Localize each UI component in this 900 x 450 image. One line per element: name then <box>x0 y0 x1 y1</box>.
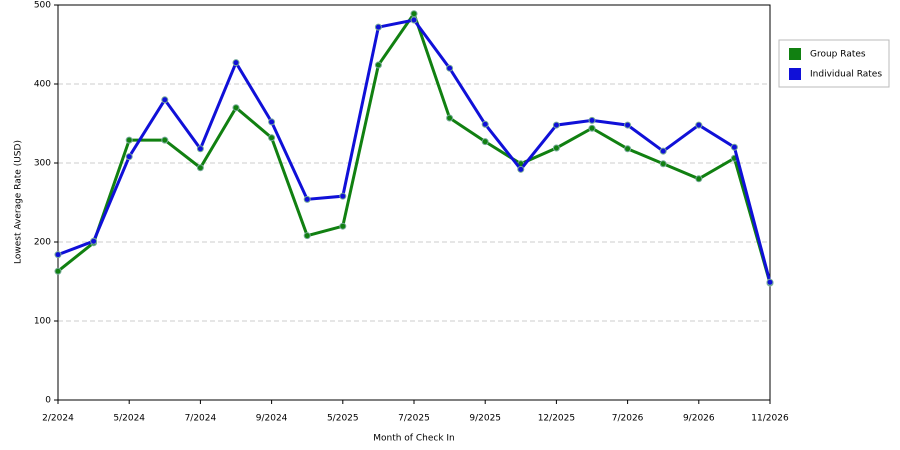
data-point <box>90 237 98 245</box>
legend-swatch <box>789 48 801 60</box>
x-tick-label: 11/2026 <box>751 414 789 424</box>
data-point <box>339 222 347 230</box>
data-point <box>268 134 276 142</box>
data-point <box>161 136 169 144</box>
legend-label: Individual Rates <box>810 70 882 80</box>
data-point <box>303 232 311 240</box>
data-point <box>481 120 489 128</box>
legend-swatch <box>789 68 801 80</box>
y-tick-label: 0 <box>45 396 51 406</box>
x-tick-label: 12/2025 <box>538 414 575 424</box>
data-point <box>659 160 667 168</box>
data-point <box>624 121 632 129</box>
data-point <box>161 96 169 104</box>
x-tick-label: 9/2024 <box>256 414 288 424</box>
data-point <box>303 195 311 203</box>
x-tick-label: 7/2025 <box>398 414 430 424</box>
data-point <box>410 16 418 24</box>
x-tick-label: 5/2024 <box>113 414 145 424</box>
y-tick-label: 200 <box>34 238 51 248</box>
x-tick-label: 9/2026 <box>683 414 715 424</box>
data-point <box>730 143 738 151</box>
data-point <box>446 114 454 122</box>
x-tick-label: 5/2025 <box>327 414 359 424</box>
data-point <box>54 251 62 259</box>
y-tick-label: 400 <box>34 80 51 90</box>
data-point <box>339 192 347 200</box>
data-point <box>374 23 382 31</box>
data-point <box>232 59 240 67</box>
data-point <box>588 116 596 124</box>
x-axis-title: Month of Check In <box>373 434 455 444</box>
data-point <box>481 138 489 146</box>
plot-frame <box>57 4 771 401</box>
data-point <box>552 144 560 152</box>
y-tick-label: 300 <box>34 159 51 169</box>
data-point <box>268 118 276 126</box>
x-tick-label: 2/2024 <box>42 414 74 424</box>
x-tick-label: 7/2026 <box>612 414 644 424</box>
data-point <box>517 165 525 173</box>
data-point <box>695 175 703 183</box>
data-point <box>54 267 62 275</box>
data-point <box>196 164 204 172</box>
x-tick-label: 7/2024 <box>185 414 217 424</box>
data-point <box>125 136 133 144</box>
x-tick-label: 9/2025 <box>469 414 501 424</box>
data-point <box>624 145 632 153</box>
data-point <box>695 121 703 129</box>
data-point <box>410 10 418 18</box>
y-tick-label: 100 <box>34 317 51 327</box>
data-point <box>766 278 774 286</box>
data-point <box>552 121 560 129</box>
data-point <box>446 64 454 72</box>
data-point <box>374 61 382 69</box>
data-point <box>232 104 240 112</box>
y-tick-label: 500 <box>34 1 51 11</box>
legend-label: Group Rates <box>810 50 866 60</box>
y-axis-title: Lowest Average Rate (USD) <box>14 140 24 264</box>
data-point <box>659 147 667 155</box>
data-point <box>588 124 596 132</box>
data-point <box>125 153 133 161</box>
data-point <box>196 145 204 153</box>
